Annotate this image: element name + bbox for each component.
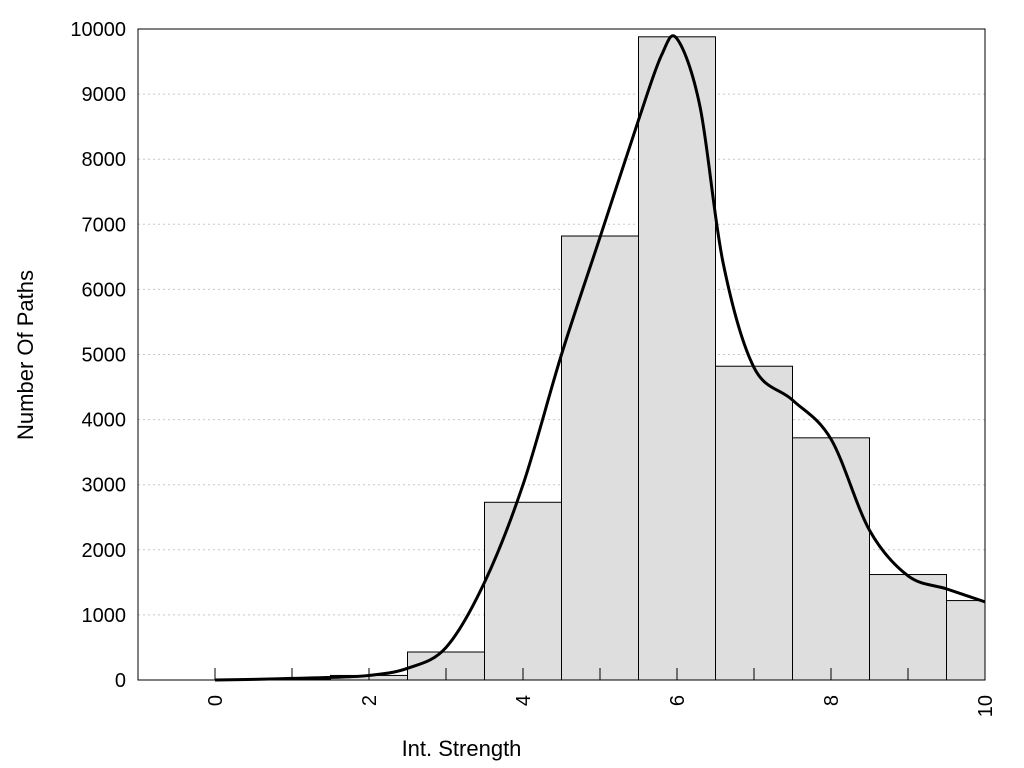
y-tick-label: 8000 <box>82 149 127 171</box>
histogram-bar <box>946 600 986 681</box>
histogram-bar <box>715 365 793 681</box>
y-tick-label: 3000 <box>82 475 127 497</box>
y-axis-title: Number Of Paths <box>13 270 38 440</box>
plot-frame <box>137 28 986 681</box>
y-tick-label: 4000 <box>82 410 127 432</box>
density-curve-line <box>214 34 986 682</box>
y-tick-label: 5000 <box>82 345 127 367</box>
y-tick-labels: 0 1000 2000 3000 4000 5000 6000 7000 8000 9000 100… <box>70 19 126 692</box>
bars <box>253 36 986 681</box>
x-tick-label: 10 <box>975 695 997 717</box>
y-tick-label: 9000 <box>82 84 127 106</box>
y-tick-label: 0 <box>115 670 126 692</box>
x-tick-labels: 0 2 4 6 8 10 <box>205 695 997 717</box>
y-tick-label: 6000 <box>82 279 127 301</box>
histogram-bar <box>792 437 870 681</box>
y-tick-label: 10000 <box>70 19 126 41</box>
histogram-bar <box>561 235 639 681</box>
ticks <box>214 668 986 680</box>
x-tick-label: 6 <box>667 695 689 706</box>
x-tick-label: 2 <box>359 695 381 706</box>
x-axis-title: Int. Strength <box>402 736 522 761</box>
x-tick-label: 0 <box>205 695 227 706</box>
y-tick-label: 7000 <box>82 214 127 236</box>
x-tick-label: 4 <box>513 695 535 706</box>
histogram-bar <box>869 574 947 681</box>
y-tick-label: 1000 <box>82 605 127 627</box>
x-tick-label: 8 <box>821 695 843 706</box>
density-curve <box>214 34 986 682</box>
histogram-bar <box>484 501 562 681</box>
y-tick-label: 2000 <box>82 540 127 562</box>
